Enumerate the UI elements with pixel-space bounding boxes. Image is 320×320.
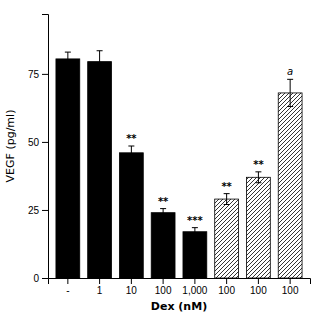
error-bar-cap [160,216,166,217]
marks [56,51,302,278]
error-bar-cap [65,65,71,66]
x-tick: 100 [218,278,235,296]
error-bar-cap [192,235,198,236]
x-tick-mark [226,278,227,284]
error-bar-cap [192,227,198,228]
error-bar [287,79,293,106]
y-tick-mark [42,142,48,143]
bar [88,62,112,278]
x-tick-mark [290,278,291,284]
annotations: ***********a [126,66,293,225]
bar [56,59,80,278]
x-tick-label: 100 [155,285,172,296]
y-tick-label: 50 [28,137,40,148]
error-bar-stem [99,51,100,73]
x-axis: - 1 10 100 1,000 100 100 100 [49,278,311,296]
annotation: *** [187,215,203,226]
error-bar-stem [194,228,195,236]
chart: 0255075-1101001,000100100100***********a… [0,0,320,320]
error-bar-cap [255,182,261,183]
x-tick-label: 100 [250,285,267,296]
error-bar-cap [255,171,261,172]
x-tick-label: 1,000 [182,285,207,296]
annotation: ** [221,181,232,192]
x-tick: - [66,278,69,296]
y-tick-mark [42,74,48,75]
annotation: ** [126,133,137,144]
error-bar-cap [128,146,134,147]
error-bar-cap [97,50,103,51]
y-tick-label: 75 [28,69,40,80]
x-tick: 100 [155,278,172,296]
x-tick-mark [67,278,68,284]
bar [246,177,270,278]
y-tick-label: 0 [33,273,39,284]
plot: 0255075-1101001,000100100100***********a [28,15,311,297]
error-bar [160,209,166,217]
y-tick: 25 [28,205,48,216]
error-bar-cap [128,159,134,160]
x-tick-mark [99,278,100,284]
error-bar-cap [287,106,293,107]
x-axis-line [49,279,311,285]
y-axis-line [42,15,49,279]
error-bar-stem [131,146,132,160]
bar [151,213,175,278]
error-bar-cap [65,52,71,53]
error-bar-stem [67,52,68,66]
error-bar-cap [160,208,166,209]
annotation: ** [253,159,264,170]
bar [215,199,239,278]
error-bar [255,172,261,183]
x-tick-label: 10 [126,285,138,296]
error-bar [65,52,71,66]
x-tick: 1,000 [182,278,207,296]
error-bar [97,51,103,73]
error-bar-stem [290,79,291,106]
x-tick-label: 1 [97,285,103,296]
x-tick: 100 [282,278,299,296]
bar [183,232,207,278]
chart-container: 0255075-1101001,000100100100***********a… [0,0,320,320]
y-tick-label: 25 [28,205,40,216]
bar [119,153,143,278]
error-bar-stem [258,172,259,183]
y-tick-mark [42,278,48,279]
y-tick: 75 [28,69,48,80]
error-bar-cap [97,72,103,73]
y-tick: 0 [33,273,48,284]
error-bar-stem [226,194,227,205]
y-axis: 0 25 50 75 [28,15,49,284]
x-tick-label: 100 [282,285,299,296]
x-tick-mark [194,278,195,284]
x-tick: 1 [97,278,103,296]
y-tick: 50 [28,137,48,148]
annotation: ** [158,196,169,207]
y-axis-title: VEGF (pg/ml) [4,110,17,183]
annotation: a [287,66,293,77]
x-axis-title: Dex (nM) [151,300,207,313]
error-bar [192,228,198,236]
error-bar [128,146,134,160]
x-tick-mark [131,278,132,284]
error-bar-stem [163,209,164,217]
x-tick-label: - [66,285,69,296]
error-bar-cap [224,204,230,205]
x-tick-mark [163,278,164,284]
error-bar [224,194,230,205]
x-tick: 10 [126,278,138,296]
x-tick-mark [258,278,259,284]
y-tick-mark [42,210,48,211]
x-tick: 100 [250,278,267,296]
error-bar-cap [287,79,293,80]
bar [278,93,302,278]
x-tick-label: 100 [218,285,235,296]
error-bar-cap [224,193,230,194]
